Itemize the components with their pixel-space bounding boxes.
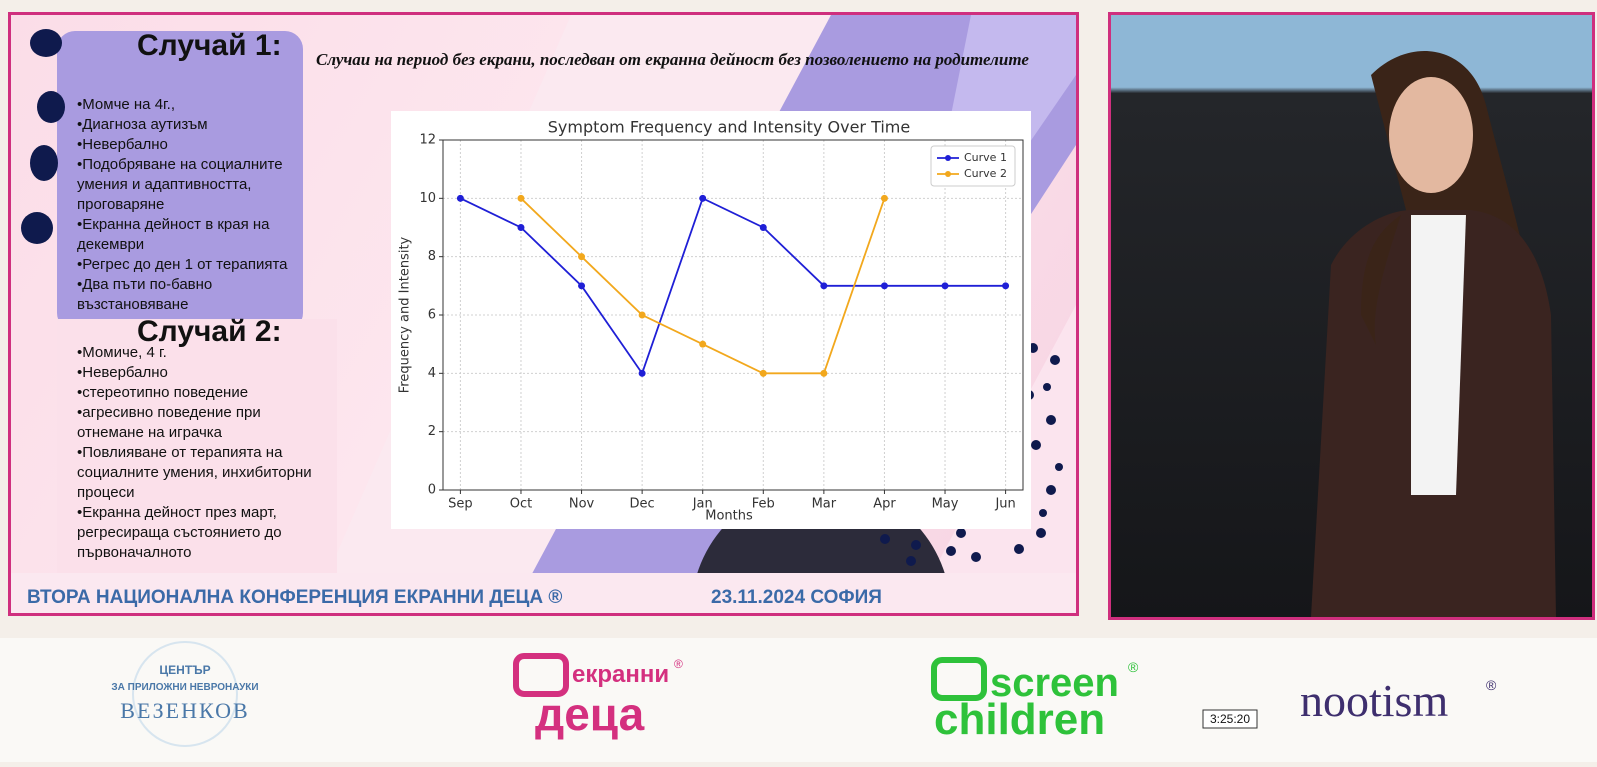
legend-swatch — [945, 155, 951, 161]
bullet: •Два пъти по-бавно възстановяване — [77, 276, 213, 313]
chart: Symptom Frequency and Intensity Over Tim… — [391, 111, 1031, 529]
plot-frame — [442, 139, 1024, 491]
data-point — [880, 194, 888, 202]
logo-text: children — [934, 695, 1105, 744]
data-point — [1002, 282, 1010, 290]
logo-text: екранни — [572, 661, 669, 688]
y-tick-label: 6 — [428, 308, 436, 323]
bullet: •Невербално — [77, 364, 168, 381]
logo-text: ЗА ПРИЛОЖНИ НЕВРОНАУКИ — [111, 682, 258, 693]
legend-label: Curve 1 — [964, 151, 1007, 164]
bullet: •Подобряване на социалните умения и адап… — [77, 156, 283, 213]
series-line — [460, 197, 1006, 376]
slide-subtitle: Случаи на период без екрани, последван о… — [316, 50, 1029, 69]
y-tick-label: 2 — [428, 424, 436, 439]
video-panel — [1108, 12, 1595, 620]
x-tick-label: Dec — [630, 497, 655, 512]
speaker-view — [1111, 15, 1592, 617]
footer-date: 23.11.2024 СОФИЯ — [711, 587, 882, 608]
data-point — [578, 253, 586, 261]
case-items: •Момиче, 4 г. •Невербално •стереотипно пов… — [77, 343, 327, 563]
bullet: •Екранна дейност през март, регресираща … — [77, 504, 282, 561]
data-point — [759, 224, 767, 231]
data-point — [638, 311, 646, 319]
logo-text: screen — [990, 661, 1119, 705]
logos: ЦЕНТЪР ЗА ПРИЛОЖНИ НЕВРОНАУКИ ВЕЗЕНКОВ е… — [111, 641, 1497, 747]
data-point — [699, 340, 707, 348]
x-tick-label: Jun — [994, 497, 1015, 512]
x-tick-label: Jan — [692, 497, 713, 512]
data-point — [638, 369, 646, 377]
legend-swatch — [945, 171, 951, 177]
x-tick-label: Mar — [812, 497, 837, 512]
hair — [1361, 215, 1401, 345]
timestamp: 3:25:20 — [1210, 712, 1250, 726]
bullet: •Повлияване от терапията на социалните у… — [77, 444, 312, 501]
slide: Случай 1: •Момче на 4г., •Диагноза аутизъ… — [8, 12, 1079, 616]
face — [1389, 77, 1473, 193]
y-tick-label: 12 — [419, 133, 436, 148]
bullet: •Екранна дейност в края на декември — [77, 216, 270, 253]
x-tick-label: Nov — [569, 497, 595, 512]
case-items: •Момче на 4г., •Диагноза аутизъм •Невербал… — [77, 95, 312, 315]
y-axis-label: Frequency and Intensity — [398, 236, 413, 393]
shirt — [1411, 215, 1466, 495]
legend-box — [930, 145, 1016, 187]
data-point — [456, 194, 464, 202]
data-point — [880, 282, 888, 290]
data-point — [699, 194, 707, 202]
data-point — [820, 369, 828, 377]
data-point — [820, 282, 828, 290]
data-point — [941, 282, 949, 290]
legend-label: Curve 2 — [964, 167, 1007, 180]
data-point — [578, 282, 586, 290]
case-title: Случай 2: — [137, 315, 282, 348]
bullet: •Невербално — [77, 136, 168, 153]
data-point — [517, 224, 525, 231]
logo-icon — [513, 653, 569, 697]
x-tick-label: Oct — [510, 497, 532, 512]
bullet: •Регрес до ден 1 от терапията — [77, 256, 288, 273]
logo-text: nootism — [1300, 675, 1448, 726]
y-tick-label: 10 — [419, 191, 436, 206]
case1-panel — [57, 31, 303, 331]
bullet: •Момче на 4г., — [77, 96, 176, 113]
x-tick-label: Sep — [448, 497, 473, 512]
y-tick-label: 4 — [428, 366, 436, 381]
y-tick-label: 8 — [428, 249, 436, 264]
x-tick-label: Feb — [752, 497, 775, 512]
case2-panel — [57, 319, 337, 599]
logo-text: ® — [1128, 659, 1139, 675]
footer-band — [11, 573, 1076, 613]
logo-text: деца — [535, 688, 645, 740]
logo-text: ® — [1486, 677, 1497, 693]
logo-text: ЦЕНТЪР — [159, 663, 210, 677]
logo-text: ВЕЗЕНКОВ — [120, 698, 249, 723]
data-point — [517, 194, 525, 202]
logo-icon — [931, 657, 987, 701]
logo-ring — [132, 641, 238, 747]
footer-conference: ВТОРА НАЦИОНАЛНА КОНФЕРЕНЦИЯ ЕКРАННИ ДЕЦ… — [27, 587, 563, 608]
chart-title: Symptom Frequency and Intensity Over Tim… — [548, 118, 910, 137]
x-tick-label: May — [932, 497, 959, 512]
y-tick-label: 0 — [428, 483, 436, 498]
logo-text: ® — [674, 657, 683, 671]
bullet: •Момиче, 4 г. — [77, 344, 167, 361]
data-point — [759, 369, 767, 377]
x-axis-label: Months — [705, 509, 753, 524]
bullet: •Диагноза аутизъм — [77, 116, 208, 133]
timestamp-box — [1202, 709, 1258, 729]
bullet: •агресивно поведение при отнемане на игр… — [77, 404, 261, 441]
bullet: •стереотипно поведение — [77, 384, 249, 401]
x-tick-label: Apr — [873, 497, 896, 512]
sponsor-band: ЦЕНТЪР ЗА ПРИЛОЖНИ НЕВРОНАУКИ ВЕЗЕНКОВ е… — [0, 638, 1597, 762]
case-title: Случай 1: — [137, 29, 282, 62]
